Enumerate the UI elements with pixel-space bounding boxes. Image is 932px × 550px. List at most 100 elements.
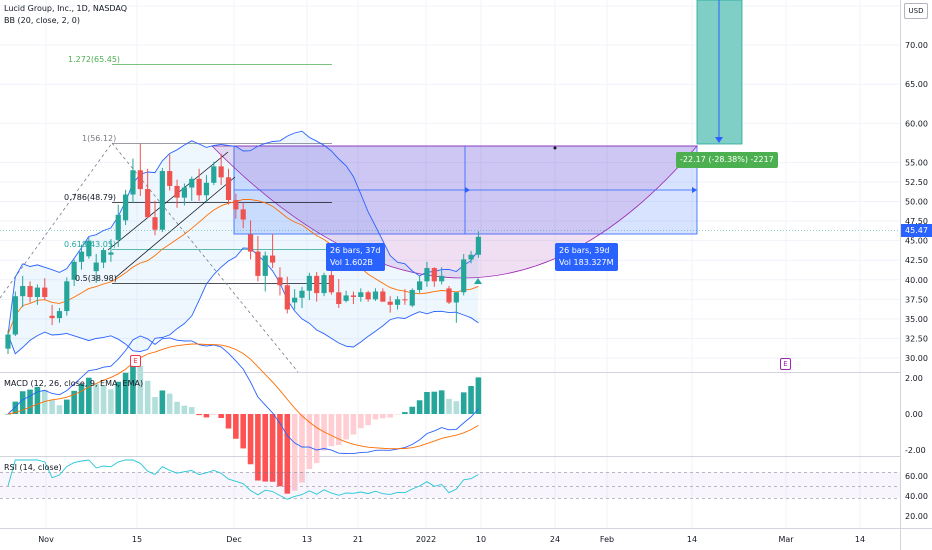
candle-body	[439, 275, 445, 282]
time-tick: 21	[353, 535, 363, 544]
macd-signal	[7, 343, 479, 450]
macd-bar	[468, 386, 474, 414]
arrow-head	[692, 187, 697, 193]
macd-bar	[358, 414, 364, 429]
bollinger-upper	[7, 130, 479, 335]
bollinger-basis	[7, 199, 479, 335]
measure-right-bars: 26 bars, 39d	[559, 246, 610, 255]
candle-body	[181, 187, 187, 198]
time-tick: Nov	[38, 535, 54, 544]
macd-bar	[424, 392, 430, 414]
candle-body	[461, 259, 467, 293]
chart-title: Lucid Group, Inc., 1D, NASDAQ	[4, 4, 128, 13]
measure-label-right[interactable]: 26 bars, 39d Vol 183.327M	[555, 243, 618, 271]
candle-body	[49, 315, 55, 319]
macd-bar	[86, 377, 92, 414]
candle-body	[64, 281, 70, 312]
time-tick: 24	[550, 535, 560, 544]
earnings-icon-upcoming[interactable]: E	[780, 358, 791, 370]
candle-body	[314, 275, 320, 294]
price-tick: 35.00	[905, 315, 928, 324]
macd-bar	[277, 414, 283, 487]
macd-bar	[299, 414, 305, 483]
macd-bar	[115, 381, 122, 414]
candle-body	[336, 292, 342, 305]
price-tick: 40.00	[905, 276, 928, 285]
macd-bar	[12, 401, 19, 414]
candle-body	[284, 285, 290, 310]
candle-body	[34, 287, 40, 297]
fib-label-5: 0.5(38.98)	[75, 274, 117, 283]
trend-line-dashed[interactable]	[111, 142, 299, 373]
target-label[interactable]: -22.17 (-28.38%) -2217	[676, 152, 778, 168]
price-tick: 30.00	[905, 354, 928, 363]
candle-body	[123, 194, 129, 221]
macd-bar	[328, 414, 335, 447]
candle-body	[417, 281, 423, 290]
candle-body	[277, 277, 283, 286]
candle-body	[145, 189, 151, 218]
candle-body	[203, 182, 210, 196]
macd-bar	[365, 414, 371, 426]
candles[interactable]	[5, 143, 481, 355]
rsi-tick: 40.00	[905, 492, 928, 501]
price-axis[interactable]: 75.0070.0065.0060.0055.0052.5050.0047.50…	[905, 2, 928, 363]
macd-bar	[262, 414, 269, 482]
candle-body	[321, 275, 327, 294]
time-tick: 15	[132, 535, 142, 544]
macd-bar	[306, 414, 313, 470]
macd-histogram	[5, 362, 482, 494]
candle-body	[402, 299, 408, 301]
candle-body	[174, 185, 180, 198]
candle-body	[262, 255, 268, 276]
trend-line[interactable]	[114, 176, 236, 279]
trend-line-dashed[interactable]	[0, 142, 113, 299]
measure-label-left[interactable]: 26 bars, 37d Vol 1.602B	[326, 243, 385, 271]
macd-bar	[144, 380, 151, 414]
macd-bar	[269, 414, 276, 482]
macd-bar	[19, 391, 26, 414]
candle-body	[211, 166, 217, 183]
rsi-axis[interactable]: 60.00 40.00 20.00	[905, 472, 928, 521]
indicator-label-macd: MACD (12, 26, close, 9, EMA, EMA)	[4, 379, 144, 388]
macd-bar	[5, 414, 11, 415]
macd-bar	[247, 414, 254, 465]
bollinger-lower	[7, 247, 479, 355]
macd-bar	[218, 414, 224, 419]
candle-body	[468, 254, 474, 260]
macd-tick: 0.00	[905, 410, 923, 419]
candle-body	[233, 199, 239, 210]
fib-label-1: 1(56.12)	[82, 134, 116, 143]
candle-body	[292, 297, 298, 303]
macd-bar	[174, 401, 180, 414]
candle-body	[365, 292, 371, 300]
signal-triangle	[474, 278, 482, 284]
rsi-line	[7, 459, 479, 500]
candle-body	[86, 240, 92, 257]
currency-button[interactable]: USD	[904, 3, 928, 19]
candle-body	[12, 296, 18, 335]
macd-bar	[203, 414, 210, 418]
candle-body	[115, 214, 121, 240]
macd-axis[interactable]: 2.00 0.00 -2.00	[905, 374, 926, 455]
price-tick: 42.50	[905, 256, 928, 265]
macd-bar	[438, 390, 445, 414]
macd-bar	[380, 414, 386, 419]
macd-tick: -2.00	[905, 446, 926, 455]
macd-bar	[409, 406, 416, 414]
indicator-label-bb: BB (20, close, 2, 0)	[4, 16, 80, 25]
rsi-tick: 60.00	[905, 472, 928, 481]
time-tick: 14	[687, 535, 697, 544]
measure-right-vol: Vol 183.327M	[559, 258, 614, 267]
anchor-dot[interactable]	[553, 146, 557, 150]
trend-line[interactable]	[107, 151, 229, 251]
price-tick: 65.00	[905, 80, 928, 89]
arrow-head	[715, 137, 723, 143]
earnings-icon[interactable]: E	[130, 355, 141, 367]
candle-body	[240, 209, 246, 220]
macd-bar	[93, 383, 99, 414]
macd-bar	[137, 365, 144, 414]
time-axis[interactable]: Nov 15 Dec 13 21 2022 10 24 Feb 14 Mar 14	[38, 535, 865, 544]
time-tick: 13	[302, 535, 312, 544]
